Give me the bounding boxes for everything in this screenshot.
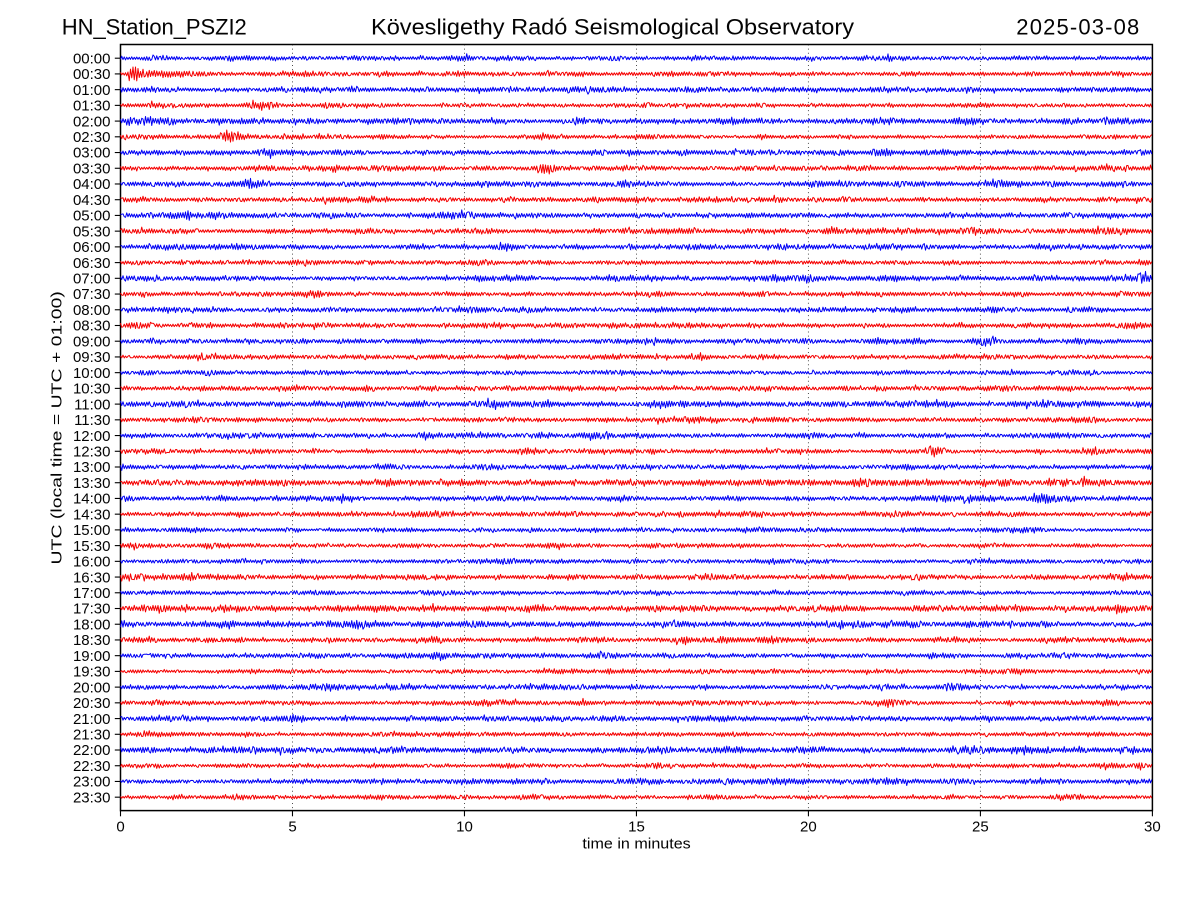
svg-text:08:00: 08:00 <box>73 302 111 319</box>
svg-text:10:30: 10:30 <box>73 381 111 398</box>
svg-text:UTC (local time = UTC + 01:00): UTC (local time = UTC + 01:00) <box>49 291 66 564</box>
svg-text:11:30: 11:30 <box>74 412 110 429</box>
svg-text:04:30: 04:30 <box>73 192 111 209</box>
svg-text:25: 25 <box>972 818 989 835</box>
svg-text:09:00: 09:00 <box>73 333 111 350</box>
svg-text:09:30: 09:30 <box>73 349 111 366</box>
svg-text:14:30: 14:30 <box>73 506 111 523</box>
svg-text:time in minutes: time in minutes <box>582 836 690 853</box>
svg-text:21:00: 21:00 <box>73 711 111 728</box>
svg-text:17:00: 17:00 <box>73 585 111 602</box>
svg-text:06:00: 06:00 <box>73 239 111 256</box>
svg-text:05:30: 05:30 <box>73 223 111 240</box>
svg-text:18:30: 18:30 <box>73 632 111 649</box>
svg-text:20:30: 20:30 <box>73 695 111 712</box>
svg-text:10: 10 <box>456 818 473 835</box>
svg-text:13:30: 13:30 <box>73 475 111 492</box>
svg-text:17:30: 17:30 <box>73 601 111 618</box>
svg-text:0: 0 <box>116 818 124 835</box>
svg-text:15:30: 15:30 <box>73 538 111 555</box>
svg-text:19:00: 19:00 <box>73 648 111 665</box>
svg-text:08:30: 08:30 <box>73 318 111 335</box>
svg-text:14:00: 14:00 <box>73 491 111 508</box>
svg-text:06:30: 06:30 <box>73 255 111 272</box>
svg-text:03:00: 03:00 <box>73 145 111 162</box>
svg-text:5: 5 <box>288 818 296 835</box>
svg-text:15: 15 <box>628 818 645 835</box>
svg-text:16:00: 16:00 <box>73 554 111 571</box>
svg-text:04:00: 04:00 <box>73 176 111 193</box>
svg-text:22:30: 22:30 <box>73 758 111 775</box>
svg-text:02:30: 02:30 <box>73 129 111 146</box>
svg-text:22:00: 22:00 <box>73 742 111 759</box>
svg-text:01:00: 01:00 <box>73 82 111 99</box>
svg-text:00:30: 00:30 <box>73 66 111 83</box>
svg-text:01:30: 01:30 <box>73 98 111 115</box>
svg-text:13:00: 13:00 <box>73 459 111 476</box>
svg-text:02:00: 02:00 <box>73 113 111 130</box>
svg-text:19:30: 19:30 <box>73 664 111 681</box>
svg-text:10:00: 10:00 <box>73 365 111 382</box>
svg-text:Kövesligethy Radó Seismologica: Kövesligethy Radó Seismological Observat… <box>371 15 854 40</box>
svg-text:21:30: 21:30 <box>73 727 111 744</box>
svg-text:07:00: 07:00 <box>73 271 111 288</box>
svg-text:HN_Station_PSZI2: HN_Station_PSZI2 <box>62 15 247 40</box>
svg-text:00:00: 00:00 <box>73 50 111 67</box>
svg-text:23:00: 23:00 <box>73 774 111 791</box>
svg-text:12:30: 12:30 <box>73 444 111 461</box>
svg-text:20:00: 20:00 <box>73 679 111 696</box>
svg-text:30: 30 <box>1144 818 1161 835</box>
svg-text:20: 20 <box>800 818 817 835</box>
svg-text:23:30: 23:30 <box>73 789 111 806</box>
svg-text:07:30: 07:30 <box>73 286 111 303</box>
svg-text:12:00: 12:00 <box>73 428 111 445</box>
svg-text:2025-03-08: 2025-03-08 <box>1016 15 1139 40</box>
svg-text:03:30: 03:30 <box>73 161 111 178</box>
svg-text:18:00: 18:00 <box>73 616 111 633</box>
svg-text:15:00: 15:00 <box>73 522 111 539</box>
svg-text:16:30: 16:30 <box>73 569 111 586</box>
svg-text:11:00: 11:00 <box>74 396 110 413</box>
svg-text:05:00: 05:00 <box>73 208 111 225</box>
